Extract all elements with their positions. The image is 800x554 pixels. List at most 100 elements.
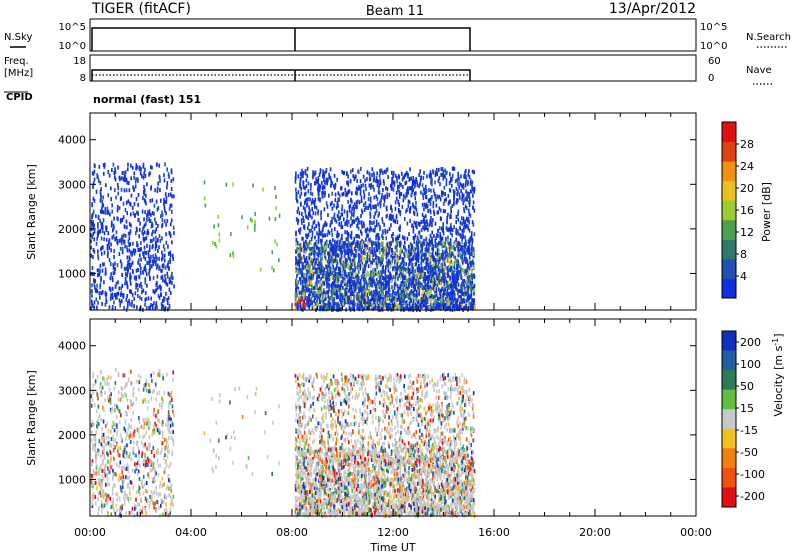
range-gate-cell bbox=[373, 215, 376, 220]
range-gate-cell bbox=[315, 223, 318, 228]
range-gate-cell bbox=[464, 291, 467, 296]
range-gate-cell bbox=[378, 190, 381, 195]
range-gate-cell bbox=[159, 198, 162, 203]
range-gate-cell bbox=[321, 295, 324, 300]
range-gate-cell bbox=[380, 295, 382, 300]
range-gate-cell bbox=[344, 265, 346, 270]
range-gate-cell bbox=[133, 202, 136, 207]
range-gate-cell bbox=[472, 246, 475, 251]
range-gate-cell bbox=[390, 186, 393, 191]
range-gate-cell bbox=[364, 276, 367, 281]
range-gate-cell bbox=[399, 255, 402, 260]
range-gate-cell bbox=[349, 223, 352, 228]
range-gate-cell bbox=[426, 257, 429, 262]
range-gate-cell bbox=[312, 293, 314, 298]
range-gate-cell bbox=[459, 295, 461, 300]
range-gate-cell bbox=[161, 304, 164, 309]
range-gate-cell bbox=[385, 249, 388, 254]
range-gate-cell bbox=[339, 262, 342, 267]
range-gate-cell bbox=[351, 258, 354, 263]
range-gate-cell bbox=[369, 291, 371, 296]
range-gate-cell bbox=[215, 244, 218, 249]
range-gate-cell bbox=[361, 241, 364, 246]
range-gate-cell bbox=[409, 290, 412, 295]
range-gate-cell bbox=[160, 257, 163, 262]
range-gate-cell bbox=[431, 220, 433, 225]
range-gate-cell bbox=[322, 280, 325, 285]
range-gate-cell bbox=[390, 247, 393, 252]
range-gate-cell bbox=[447, 265, 450, 270]
range-gate-cell bbox=[336, 291, 339, 296]
range-gate-cell bbox=[131, 260, 134, 265]
nave-tick-bottom: 0 bbox=[708, 73, 714, 84]
range-gate-cell bbox=[123, 240, 125, 245]
range-gate-cell bbox=[359, 179, 362, 184]
range-gate-cell bbox=[364, 303, 366, 308]
range-gate-cell bbox=[360, 184, 363, 189]
range-gate-cell bbox=[427, 249, 429, 254]
range-gate-cell bbox=[389, 276, 392, 281]
range-gate-cell bbox=[449, 226, 451, 231]
range-gate-cell bbox=[295, 257, 297, 262]
range-gate-cell bbox=[424, 283, 426, 288]
range-gate-cell bbox=[159, 285, 161, 290]
range-gate-cell bbox=[97, 178, 100, 183]
range-gate-cell bbox=[371, 278, 374, 283]
range-gate-cell bbox=[426, 247, 428, 252]
range-gate-cell bbox=[297, 269, 300, 274]
range-gate-cell bbox=[415, 256, 418, 261]
range-gate-cell bbox=[314, 181, 317, 186]
range-gate-cell bbox=[468, 255, 471, 260]
date-title: 13/Apr/2012 bbox=[609, 1, 696, 17]
range-gate-cell bbox=[313, 245, 315, 250]
range-gate-cell bbox=[464, 183, 467, 188]
range-gate-cell bbox=[318, 270, 321, 275]
range-gate-cell bbox=[297, 249, 300, 254]
range-gate-cell bbox=[295, 237, 298, 242]
range-gate-cell bbox=[408, 261, 411, 266]
range-gate-cell bbox=[386, 229, 389, 234]
range-gate-cell bbox=[164, 265, 167, 270]
range-gate-cell bbox=[332, 264, 335, 269]
range-gate-cell bbox=[473, 170, 475, 175]
range-gate-cell bbox=[382, 179, 385, 184]
range-gate-cell bbox=[353, 262, 356, 267]
range-gate-cell bbox=[90, 253, 93, 258]
range-gate-cell bbox=[379, 204, 382, 209]
range-gate-cell bbox=[137, 267, 139, 272]
range-gate-cell bbox=[105, 225, 107, 230]
range-gate-cell bbox=[324, 220, 327, 225]
range-gate-cell bbox=[429, 170, 432, 175]
range-gate-cell bbox=[90, 222, 93, 227]
range-gate-cell bbox=[330, 283, 333, 288]
range-gate-cell bbox=[363, 195, 366, 200]
range-gate-cell bbox=[126, 264, 129, 269]
range-gate-cell bbox=[375, 257, 378, 262]
range-gate-cell bbox=[312, 248, 314, 253]
range-gate-cell bbox=[308, 293, 310, 298]
range-gate-cell bbox=[307, 232, 310, 237]
range-gate-cell bbox=[357, 306, 360, 311]
range-gate-cell bbox=[314, 170, 317, 175]
range-gate-cell bbox=[120, 196, 123, 201]
range-gate-cell bbox=[467, 245, 469, 250]
range-gate-cell bbox=[402, 244, 405, 249]
range-gate-cell bbox=[368, 302, 371, 307]
range-gate-cell bbox=[134, 213, 137, 218]
range-gate-cell bbox=[472, 200, 475, 205]
range-gate-cell bbox=[404, 294, 406, 299]
range-gate-cell bbox=[337, 197, 340, 202]
range-gate-cell bbox=[338, 303, 340, 308]
range-gate-cell bbox=[344, 251, 347, 256]
range-gate-cell bbox=[459, 288, 461, 293]
range-gate-cell bbox=[368, 250, 371, 255]
range-gate-cell bbox=[98, 295, 101, 300]
range-gate-cell bbox=[144, 496, 147, 501]
range-gate-cell bbox=[372, 252, 374, 257]
range-gate-cell bbox=[99, 285, 101, 290]
range-gate-cell bbox=[340, 225, 343, 230]
range-gate-cell bbox=[439, 241, 441, 246]
range-gate-cell bbox=[143, 238, 145, 243]
range-gate-cell bbox=[450, 206, 452, 211]
range-gate-cell bbox=[121, 283, 124, 288]
